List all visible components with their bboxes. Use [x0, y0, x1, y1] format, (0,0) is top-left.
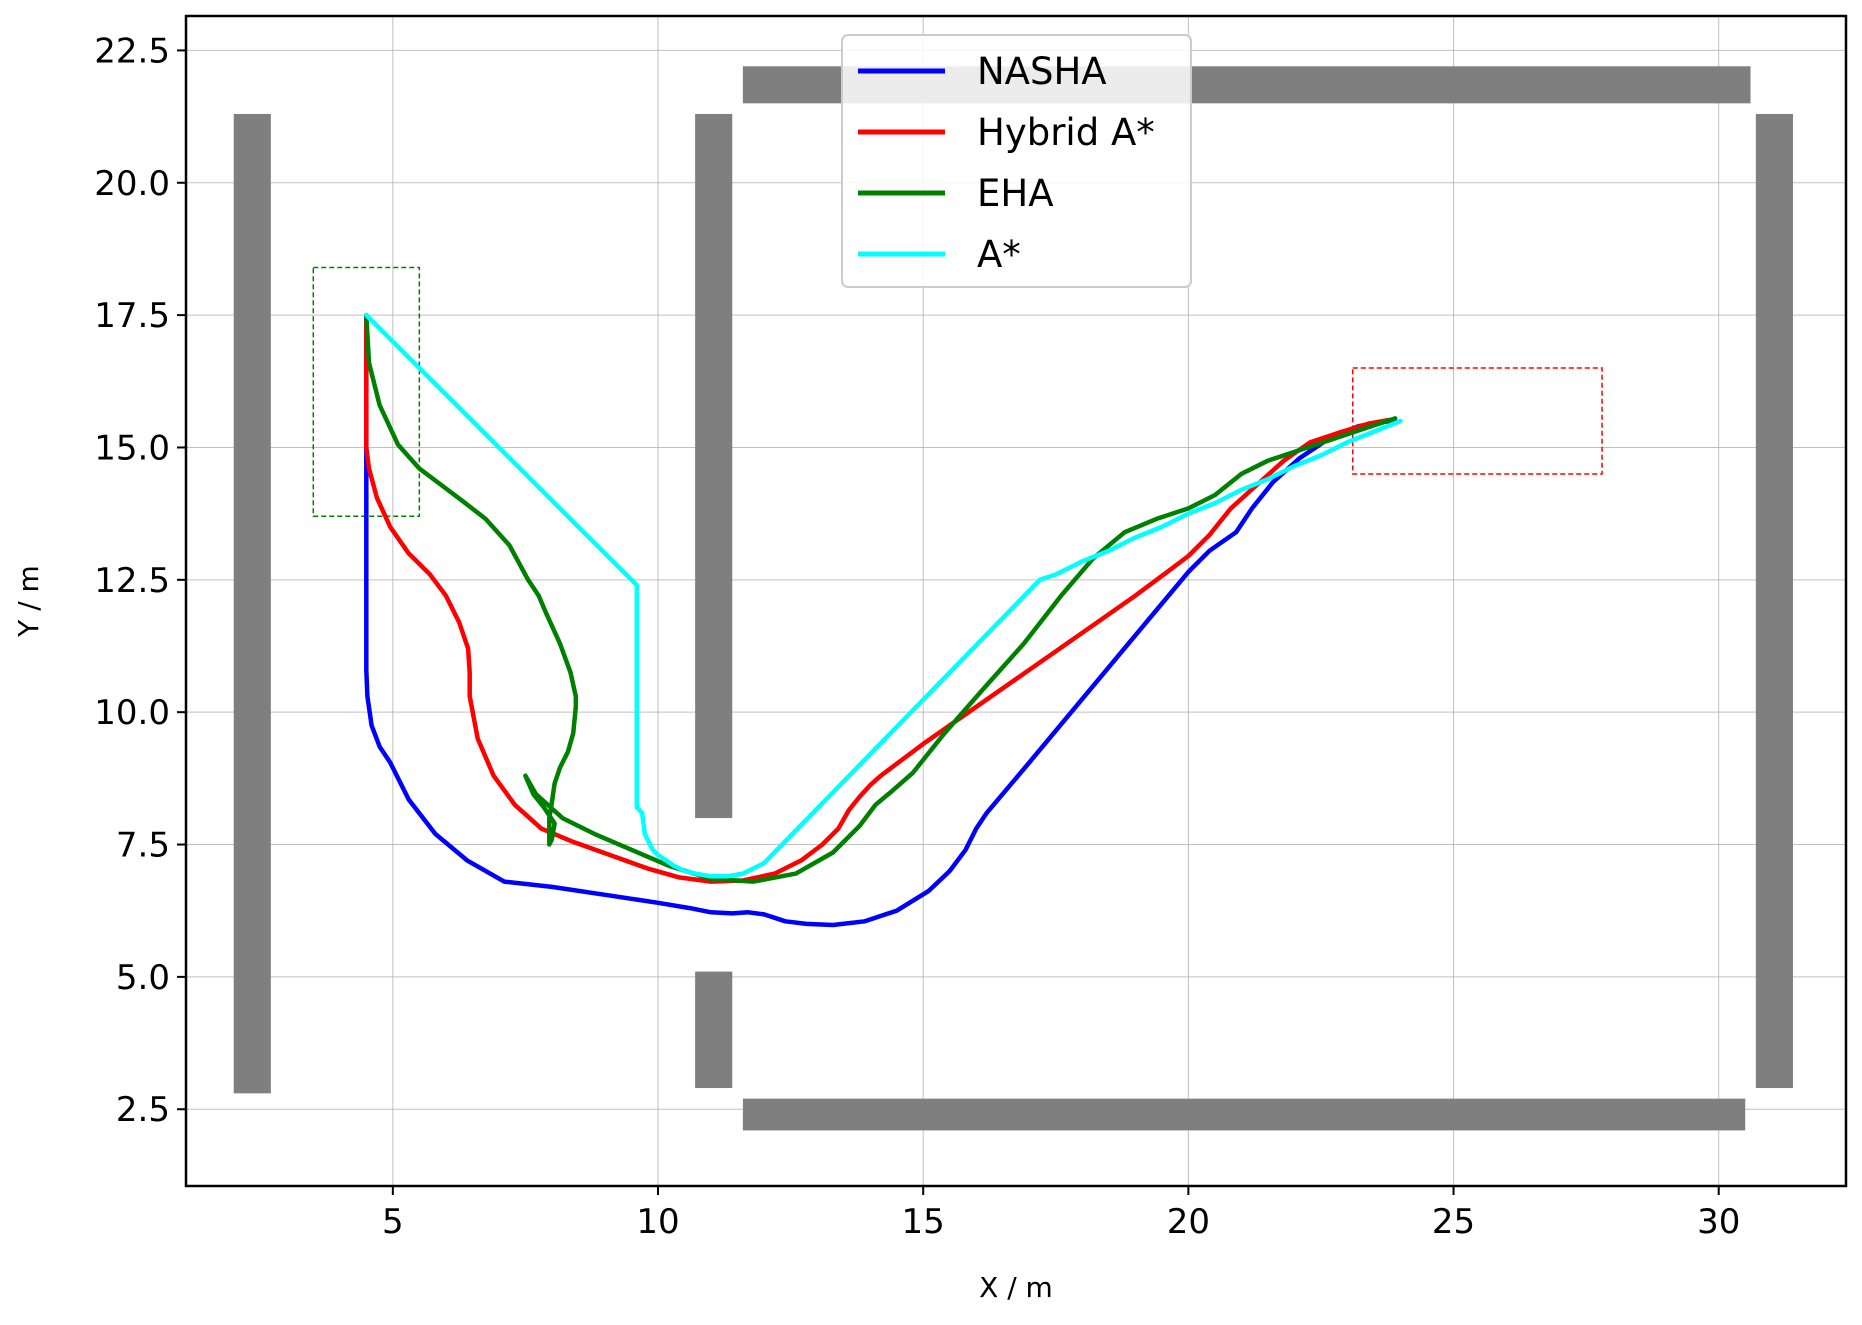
y-tick-label: 15.0 — [94, 428, 170, 468]
y-tick-label: 10.0 — [94, 693, 170, 733]
y-tick-label: 17.5 — [94, 296, 170, 336]
start-region — [312, 266, 421, 518]
y-tick-label: 7.5 — [116, 826, 170, 866]
series-line-hybrid-a — [364, 312, 1393, 884]
goal-region — [1352, 367, 1603, 475]
y-tick-label: 12.5 — [94, 561, 170, 601]
x-tick-label: 5 — [382, 1202, 404, 1242]
x-axis-label: X / m — [979, 1271, 1053, 1304]
y-tick-label: 5.0 — [116, 958, 170, 998]
series-lines — [364, 312, 1403, 928]
legend: NASHA Hybrid A* EHA A* — [841, 34, 1192, 288]
series-line-a — [364, 312, 1403, 879]
obstacle-wall — [695, 113, 733, 819]
regions — [312, 266, 1603, 518]
y-tick-label: 2.5 — [116, 1090, 170, 1130]
x-tick-label: 30 — [1697, 1202, 1740, 1242]
series-line-eha — [364, 312, 1398, 884]
x-tick-label: 20 — [1167, 1202, 1210, 1242]
legend-label-a: A* — [977, 233, 1021, 276]
legend-label-eha: EHA — [977, 172, 1054, 215]
obstacle-wall — [233, 113, 271, 1094]
ticks: 5 10 15 20 25 30 2.5 5.0 7.5 10.0 12.5 15.0 17.5 20.0… — [94, 31, 1740, 1242]
x-tick-label: 25 — [1432, 1202, 1475, 1242]
legend-label-hybrid-a: Hybrid A* — [977, 111, 1155, 154]
obstacle-wall — [742, 1098, 1746, 1131]
legend-label-nasha: NASHA — [977, 50, 1107, 93]
plot-frame — [184, 14, 1848, 1188]
obstacle-wall — [695, 971, 733, 1089]
y-axis-label: Y / m — [12, 565, 45, 638]
obstacle-wall — [1755, 113, 1793, 1089]
legend-box — [841, 34, 1192, 288]
x-tick-label: 10 — [636, 1202, 679, 1242]
y-tick-label: 20.0 — [94, 164, 170, 204]
x-tick-label: 15 — [902, 1202, 945, 1242]
series-line-nasha — [364, 312, 1398, 928]
y-tick-label: 22.5 — [94, 31, 170, 71]
